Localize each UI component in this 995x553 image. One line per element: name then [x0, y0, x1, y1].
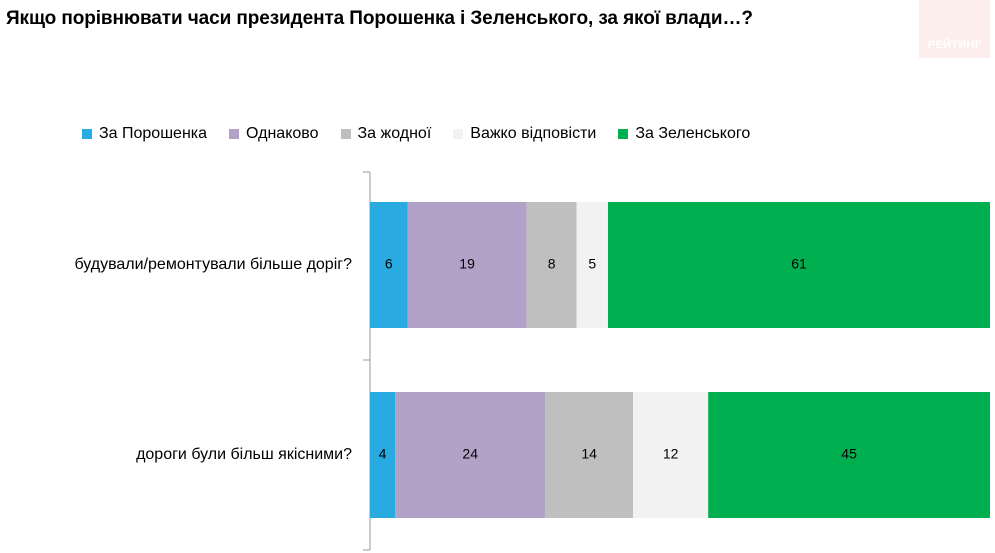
data-label: 61: [791, 256, 807, 272]
legend-swatch: [340, 129, 351, 139]
bar-segment: [633, 392, 709, 518]
page-title: Якщо порівнювати часи президента Порошен…: [6, 8, 753, 29]
category-label: будували/ремонтували більше доріг?: [74, 256, 352, 273]
legend-swatch: [82, 129, 92, 139]
bar-segment: [708, 392, 990, 518]
bar-segment: [607, 202, 990, 328]
category-label: дороги були більш якісними?: [136, 446, 352, 463]
data-label: 45: [841, 446, 857, 462]
legend-item: За Порошенка: [82, 125, 207, 143]
legend-label: За Порошенка: [99, 125, 208, 142]
bar-segment: [407, 202, 527, 328]
data-label: 8: [548, 256, 556, 272]
legend-label: Важко відповісти: [470, 125, 597, 142]
legend-label: За жодної: [357, 125, 432, 142]
legend-label: За Зеленського: [635, 125, 751, 142]
legend-item: За жодної: [340, 125, 432, 143]
legend-swatch: [453, 129, 464, 139]
bar-segment: [545, 392, 634, 518]
data-label: 6: [385, 256, 393, 272]
bar-segment: [576, 202, 608, 328]
data-label: 14: [581, 446, 597, 462]
legend-item: За Зеленського: [618, 125, 750, 143]
data-label: 19: [459, 256, 475, 272]
chart-legend: За Порошенка Однаково За жодної Важко відпо…: [82, 124, 750, 144]
legend-swatch: [618, 129, 629, 139]
brand-logo: РЕЙТИНГ: [919, 0, 990, 58]
data-label: 5: [588, 256, 596, 272]
bar-segment: [526, 202, 577, 328]
data-label: 4: [379, 446, 387, 462]
brand-label: РЕЙТИНГ: [927, 39, 982, 51]
bar-segment: [370, 202, 408, 328]
bar-segment: [370, 392, 396, 518]
legend-swatch: [229, 129, 240, 139]
data-label: 24: [462, 446, 478, 462]
legend-label: Однаково: [246, 125, 319, 142]
data-label: 12: [663, 446, 679, 462]
bar-segment: [395, 392, 546, 518]
legend-item: Важко відповісти: [453, 125, 596, 143]
legend-item: Однаково: [229, 125, 319, 143]
